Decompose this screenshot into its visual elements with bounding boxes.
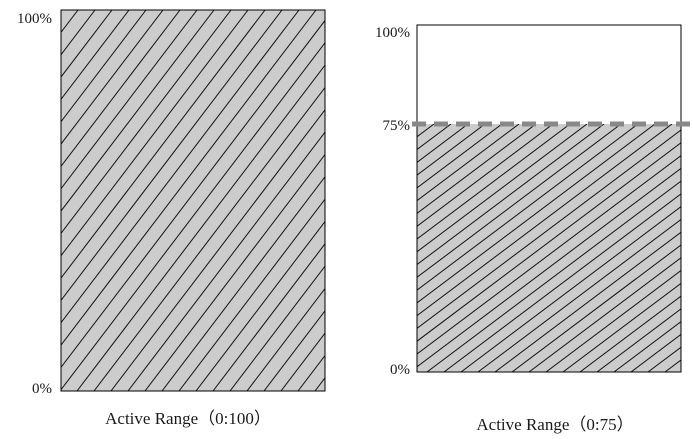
top-label: 100% — [375, 25, 410, 41]
hatch-line — [263, 310, 325, 391]
hatch-line — [61, 10, 181, 168]
hatch-line — [93, 86, 325, 391]
hatch-line — [417, 124, 537, 215]
hatch-line — [61, 10, 283, 302]
hatch-line — [417, 124, 605, 266]
hatch-pattern — [61, 10, 325, 391]
hatch-line — [61, 10, 300, 324]
hatch-line — [61, 10, 317, 346]
hatch-line — [195, 220, 325, 391]
inactive-range-area — [417, 25, 681, 124]
hatch-line — [61, 10, 113, 78]
hatch-line — [229, 265, 325, 391]
hatch-line — [417, 124, 554, 227]
hatch-line — [212, 243, 325, 391]
hatch-line — [426, 180, 681, 372]
hatch-line — [443, 193, 681, 372]
hatch-line — [579, 295, 681, 372]
hatch-line — [528, 257, 681, 372]
hatch-line — [417, 124, 571, 240]
hatch-line — [545, 269, 681, 372]
hatch-line — [511, 244, 681, 372]
hatch-line — [61, 10, 249, 257]
hatch-line — [417, 142, 681, 342]
bottom-label: 0% — [32, 381, 52, 397]
hatch-line — [417, 124, 588, 253]
hatch-line — [417, 167, 681, 368]
hatch-line — [61, 19, 325, 369]
bottom-label: 0% — [390, 362, 410, 378]
hatch-line — [417, 124, 656, 304]
hatch-line — [76, 64, 325, 391]
hatch-line — [61, 10, 232, 235]
hatch-line — [61, 10, 215, 212]
hatch-line — [246, 287, 325, 391]
hatch-line — [61, 10, 198, 190]
hatch-line — [127, 131, 325, 391]
hatch-line — [61, 42, 325, 391]
threshold-label: 75% — [383, 118, 411, 134]
hatch-line — [417, 124, 486, 176]
hatch-line — [682, 124, 693, 372]
hatch-line — [613, 321, 681, 372]
hatch-pattern — [417, 124, 693, 372]
range-caption: Active Range（0:100） — [105, 409, 271, 428]
hatch-line — [417, 124, 673, 317]
hatch-line — [460, 206, 681, 372]
hatch-line — [61, 10, 147, 123]
hatch-line — [144, 153, 325, 391]
panel-partial-range: 100% 75% 0% Active Range（0:75） — [375, 24, 693, 434]
panel-full-range: 100% 0% Active Range（0:100） — [17, 9, 326, 428]
hatch-line — [178, 198, 325, 391]
hatch-line — [417, 129, 681, 330]
range-frame — [60, 9, 326, 392]
top-label: 100% — [17, 11, 52, 27]
hatch-line — [417, 124, 639, 291]
hatch-line — [477, 218, 681, 372]
range-caption: Active Range（0:75） — [476, 415, 633, 434]
hatch-line — [61, 10, 266, 279]
range-frame — [416, 24, 682, 373]
hatch-line — [596, 308, 681, 372]
active-range-fill — [61, 10, 325, 391]
hatch-line — [562, 282, 681, 372]
hatch-line — [61, 10, 130, 101]
hatch-line — [110, 109, 325, 391]
hatch-line — [161, 176, 325, 391]
hatch-line — [417, 124, 503, 189]
hatch-line — [417, 124, 520, 202]
hatch-line — [61, 10, 62, 11]
hatch-line — [494, 231, 681, 372]
hatch-line — [417, 124, 622, 278]
hatch-line — [417, 154, 681, 355]
hatch-line — [61, 10, 164, 145]
